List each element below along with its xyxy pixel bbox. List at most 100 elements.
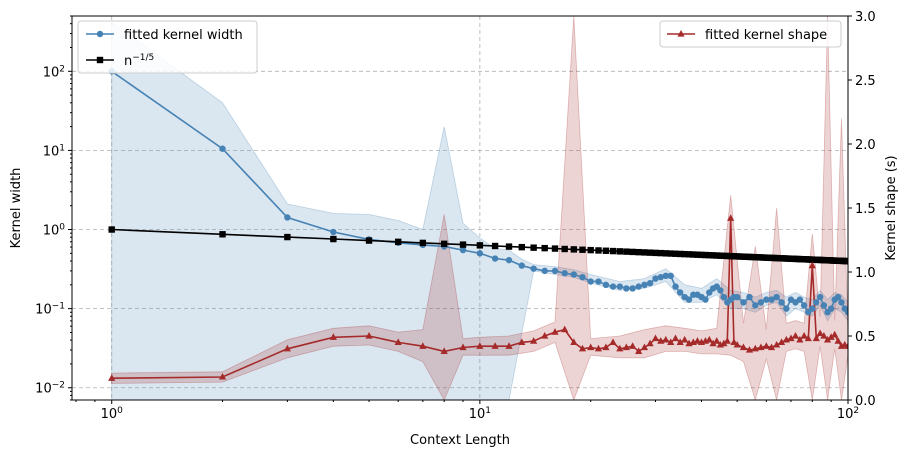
data-point-square	[629, 248, 636, 256]
data-point-circle	[717, 287, 724, 294]
data-point-circle	[641, 281, 648, 289]
data-point-circle	[623, 285, 630, 292]
data-point-triangle	[365, 332, 373, 339]
data-point-triangle	[609, 338, 617, 345]
data-point-triangle	[800, 332, 808, 339]
data-point-circle	[720, 293, 728, 301]
data-point-triangle	[791, 332, 800, 339]
data-point-circle	[702, 296, 709, 303]
data-point-triangle	[671, 334, 680, 342]
data-point-triangle	[651, 334, 660, 342]
data-point-circle	[676, 289, 684, 296]
data-point-triangle	[662, 335, 670, 343]
data-point-circle	[646, 279, 654, 287]
data-point-circle	[834, 293, 842, 301]
y-tick-label: 10−2	[35, 381, 65, 397]
data-point-square	[717, 252, 724, 259]
data-point-triangle	[587, 343, 595, 351]
data-point-circle	[587, 278, 594, 285]
data-point-triangle	[812, 334, 820, 342]
data-point-square	[698, 251, 705, 259]
data-point-square	[635, 248, 642, 256]
data-point-triangle	[541, 332, 549, 339]
data-point-circle	[616, 283, 624, 290]
data-point-triangle	[394, 338, 402, 345]
y-right-tick-label: 2.5	[855, 74, 876, 89]
data-point-square	[459, 241, 467, 248]
data-point-square	[694, 251, 701, 258]
data-point-triangle	[459, 343, 467, 351]
data-point-square	[672, 250, 679, 257]
y-right-tick-label: 3.0	[855, 10, 876, 25]
data-point-triangle	[283, 344, 291, 352]
data-point-triangle	[713, 337, 721, 344]
data-point-square	[702, 251, 709, 259]
data-point-triangle	[751, 344, 759, 352]
data-point-square	[491, 242, 499, 250]
y-right-tick-label: 2.0	[855, 138, 876, 153]
y-right-axis-label: Kernel shape (s)	[884, 155, 899, 260]
data-point-circle	[551, 267, 559, 275]
data-point-triangle	[218, 372, 227, 380]
data-point-circle	[459, 246, 467, 254]
data-point-triangle	[787, 334, 795, 342]
data-point-circle	[763, 296, 770, 303]
legend-marker-square	[96, 56, 104, 64]
data-point-circle	[778, 299, 785, 306]
data-point-square	[579, 246, 586, 253]
data-point-circle	[844, 309, 848, 316]
data-point-triangle	[745, 346, 754, 353]
data-point-triangle	[705, 335, 713, 343]
data-point-triangle	[808, 261, 816, 269]
data-point-triangle	[823, 335, 832, 343]
data-point-square	[505, 243, 513, 250]
data-point-triangle	[329, 333, 337, 340]
data-point-square	[844, 257, 848, 265]
data-point-circle	[746, 293, 753, 301]
legend-marker-triangle	[677, 30, 685, 37]
y-right-tick-label: 0.0	[855, 394, 876, 409]
data-point-square	[541, 244, 548, 252]
y-right-tick-label: 1.0	[855, 266, 876, 281]
data-point-square	[616, 248, 624, 255]
data-point-triangle	[796, 335, 804, 343]
y-right-tick-label: 0.5	[855, 330, 876, 345]
data-point-circle	[740, 299, 747, 306]
data-point-triangle	[773, 340, 781, 348]
data-point-square	[646, 249, 654, 256]
confidence-band	[111, 16, 848, 400]
data-point-triangle	[419, 342, 427, 349]
data-point-triangle	[602, 343, 610, 351]
data-point-square	[284, 233, 291, 241]
axis-ticks: 100 101 10210−210−11001011020.00.51.01.52.…	[35, 10, 876, 422]
data-point-circle	[685, 296, 693, 303]
data-point-circle	[757, 299, 765, 306]
data-point-triangle	[667, 338, 675, 345]
data-point-square	[330, 235, 337, 243]
data-point-square	[685, 251, 693, 258]
data-point-triangle	[551, 328, 559, 335]
data-point-circle	[635, 283, 642, 290]
data-point-triangle	[727, 214, 735, 221]
data-point-circle	[768, 296, 775, 303]
data-point-triangle	[570, 338, 578, 345]
data-point-square	[657, 249, 664, 257]
data-point-square	[440, 240, 448, 248]
data-point-square	[219, 231, 226, 238]
y-tick-label: 102	[43, 64, 65, 80]
data-point-square	[602, 247, 610, 254]
data-point-circle	[530, 265, 537, 272]
data-point-circle	[652, 275, 659, 282]
data-point-square	[587, 246, 594, 254]
data-point-triangle	[108, 374, 116, 381]
data-point-square	[394, 238, 402, 246]
data-point-triangle	[646, 339, 654, 347]
y-tick-label: 101	[43, 143, 65, 159]
data-point-triangle	[720, 339, 728, 347]
legend-label: fitted kernel width	[124, 28, 243, 43]
data-point-circle	[629, 285, 636, 292]
data-point-square	[667, 250, 674, 257]
data-point-square	[730, 253, 738, 260]
